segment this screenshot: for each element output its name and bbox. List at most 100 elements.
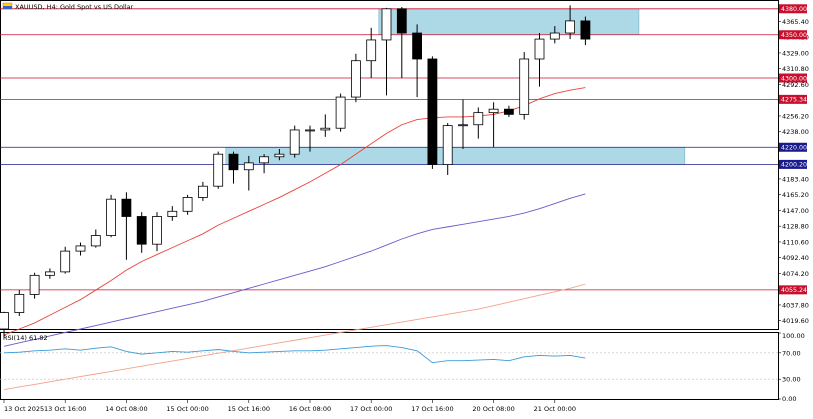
candle — [580, 16, 591, 46]
chart-title: XAUUSD, H4: Gold Spot vs US Dollar — [15, 3, 134, 11]
candle — [197, 181, 208, 201]
candle — [305, 125, 315, 152]
candle-body — [60, 250, 71, 273]
horizontal-levels — [0, 8, 778, 291]
candle — [228, 151, 239, 184]
candle-body — [152, 216, 162, 245]
candle — [396, 7, 407, 79]
candle-body — [121, 198, 132, 217]
candle-body — [565, 20, 575, 34]
candle-body — [228, 153, 239, 171]
price-tick-label: 4165.20 — [782, 191, 809, 199]
candle — [45, 268, 55, 279]
candle-body — [534, 38, 545, 60]
candle-body — [197, 185, 208, 198]
candle — [274, 148, 285, 161]
price-tick-label: 4238.00 — [782, 128, 809, 136]
level-tag-label: 4350.00 — [781, 32, 807, 39]
candle — [243, 155, 254, 191]
time-tick-label: 14 Oct 08:00 — [105, 405, 147, 413]
price-tick-label: 4037.80 — [782, 301, 809, 309]
candle-body — [381, 8, 392, 41]
candle — [121, 192, 132, 260]
candle-body — [213, 153, 224, 187]
candle — [458, 99, 468, 149]
candle-body — [274, 153, 285, 158]
rsi-tick-label: 30.00 — [782, 376, 801, 384]
candle — [565, 5, 575, 40]
candle-body — [0, 312, 9, 330]
candle-body — [106, 198, 116, 236]
level-tag-bg — [779, 285, 807, 295]
moving-average-line — [3, 87, 586, 336]
candle — [350, 53, 361, 103]
candle-body — [45, 271, 55, 276]
candle — [90, 229, 101, 248]
moving-averages — [3, 87, 586, 391]
candle-body — [75, 245, 86, 252]
level-tag-label: 4200.20 — [781, 162, 807, 169]
candle — [136, 212, 147, 253]
candle-body — [580, 20, 591, 40]
price-tick-label: 4092.40 — [782, 254, 809, 262]
price-tick-label: 4183.40 — [782, 175, 809, 183]
level-tag-label: 4380.00 — [781, 6, 807, 13]
candle-body — [519, 58, 530, 115]
rsi-title: RSI(14) 61.82 — [3, 334, 48, 342]
level-tag-label: 4055.24 — [781, 287, 807, 294]
price-tick-label: 4019.60 — [782, 317, 809, 325]
time-tick-label: 20 Oct 08:00 — [472, 405, 514, 413]
candle — [152, 212, 162, 252]
level-tag-label: 4275.34 — [781, 97, 807, 104]
level-tag-label: 4220.00 — [781, 145, 807, 152]
candle — [503, 105, 514, 117]
rsi-tick-label: 100.00 — [782, 332, 805, 340]
rsi-line — [3, 345, 586, 364]
time-tick-label: 15 Oct 00:00 — [166, 405, 208, 413]
candle-body — [473, 112, 484, 126]
time-tick-label: 15 Oct 16:00 — [228, 405, 270, 413]
candle-body — [350, 60, 361, 98]
candle-body — [396, 8, 407, 34]
level-tag-bg — [779, 159, 807, 169]
price-tick-label: 4256.20 — [782, 112, 809, 120]
candle-body — [182, 197, 193, 212]
candle-body — [503, 108, 514, 115]
price-tick-label: 4074.20 — [782, 270, 809, 278]
candle — [427, 56, 438, 169]
rsi-tick-label: 70.00 — [782, 349, 801, 357]
rsi-tick-label: 0.00 — [782, 395, 796, 403]
level-tag-bg — [779, 73, 807, 83]
time-tick-label: 16 Oct 08:00 — [289, 405, 331, 413]
level-tag-bg — [779, 30, 807, 40]
candle-body — [243, 162, 254, 171]
time-tick-label: 17 Oct 00:00 — [350, 405, 392, 413]
time-tick-label: 21 Oct 00:00 — [534, 405, 576, 413]
symbol-flag-icon — [2, 2, 13, 10]
candle — [534, 33, 545, 87]
candle — [366, 27, 377, 79]
level-tag-bg — [779, 142, 807, 152]
moving-average-line — [3, 283, 586, 391]
candle — [473, 107, 484, 139]
moving-average-line — [3, 193, 586, 347]
level-tag-bg — [779, 4, 807, 14]
candle-body — [488, 108, 499, 114]
price-axis[interactable]: 4365.404347.204329.004310.804292.604256.… — [778, 18, 809, 325]
time-tick-label: 17 Oct 16:00 — [411, 405, 453, 413]
candle — [213, 151, 224, 189]
candle-body — [549, 32, 560, 40]
candle-body — [259, 156, 270, 164]
price-tick-label: 4110.60 — [782, 238, 809, 246]
candle — [167, 206, 178, 221]
candle — [381, 7, 392, 96]
price-tick-label: 4365.40 — [782, 18, 809, 26]
candle-body — [335, 96, 346, 129]
candle — [60, 246, 71, 274]
supply-demand-zones — [225, 8, 686, 165]
time-axis[interactable]: 13 Oct 2025 13 Oct 16:00 14 Oct 08:00 15 Oc… — [3, 399, 576, 413]
candle-body — [320, 127, 331, 131]
candle — [412, 24, 423, 98]
